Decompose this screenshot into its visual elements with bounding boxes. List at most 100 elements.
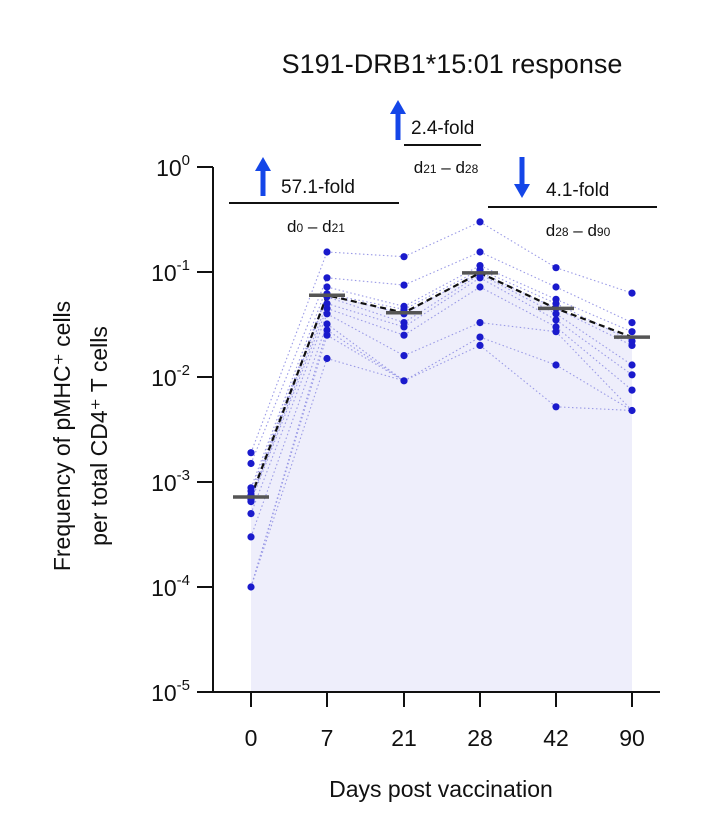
- data-point: [323, 283, 331, 291]
- data-point: [476, 218, 484, 226]
- data-point: [628, 319, 636, 327]
- individual-line: [479, 269, 557, 305]
- x-axis-label: Days post vaccination: [329, 776, 553, 802]
- area-layer: [251, 272, 632, 692]
- individual-line: [326, 296, 405, 324]
- individual-line: [555, 298, 633, 333]
- data-point: [628, 289, 636, 297]
- individual-line: [555, 406, 633, 412]
- arrow-down-icon: [514, 184, 530, 198]
- data-point: [552, 310, 560, 318]
- fold-label: 4.1-fold: [546, 180, 609, 201]
- data-point: [628, 328, 636, 336]
- fold-range-label: d21 – d28: [414, 158, 479, 177]
- chart-title: S191-DRB1*15:01 response: [282, 49, 623, 79]
- data-point: [552, 316, 560, 324]
- data-point: [247, 498, 255, 506]
- data-point: [400, 352, 408, 360]
- data-point: [552, 264, 560, 272]
- individual-line: [326, 303, 405, 328]
- individual-line: [403, 322, 481, 357]
- data-point: [247, 459, 255, 468]
- data-point: [323, 304, 331, 312]
- individual-line: [326, 251, 405, 258]
- data-point: [400, 253, 408, 261]
- fold-range-label: d0 – d21: [287, 217, 345, 236]
- y-tick-label: 10-3: [151, 467, 190, 496]
- individual-line: [479, 265, 557, 300]
- individual-line: [250, 303, 328, 500]
- y-tick-label: 10-4: [151, 572, 190, 601]
- y-axis-label-line2: per total CD4⁺ T cells: [86, 326, 112, 546]
- individual-line: [555, 267, 633, 294]
- individual-line: [555, 326, 633, 391]
- data-point: [476, 319, 484, 327]
- individual-line: [326, 286, 405, 307]
- data-point: [552, 403, 560, 411]
- data-point: [628, 406, 636, 415]
- median-marks: [233, 271, 650, 499]
- individual-line: [326, 357, 405, 382]
- data-point: [247, 533, 255, 541]
- individual-line: [479, 221, 557, 269]
- axes: [197, 167, 660, 693]
- individual-line: [250, 358, 328, 588]
- data-point: [323, 320, 331, 328]
- individual-line: [403, 273, 481, 324]
- data-point: [552, 283, 560, 291]
- individual-line: [250, 323, 328, 538]
- individual-line: [326, 307, 405, 336]
- data-point: [323, 248, 331, 256]
- x-tick-label: 7: [321, 725, 334, 751]
- individual-line: [479, 277, 557, 321]
- data-point: [323, 331, 331, 339]
- fold-label: 2.4-fold: [411, 118, 474, 139]
- individual-line: [403, 286, 481, 336]
- individual-line: [250, 308, 328, 502]
- individual-line: [403, 277, 481, 328]
- individual-line: [403, 221, 481, 258]
- individual-line: [326, 334, 405, 382]
- fold-annotations: 57.1-fold d0 – d21 2.4-fold d21 – d28 4.1-fo…: [229, 100, 657, 240]
- data-point: [247, 509, 255, 518]
- data-point: [400, 281, 408, 289]
- shaded-area: [251, 272, 632, 692]
- individual-line: [326, 313, 405, 357]
- data-point: [628, 341, 636, 349]
- arrow-up-icon: [390, 100, 406, 114]
- individual-line: [555, 364, 633, 411]
- fold-label: 57.1-fold: [281, 177, 355, 198]
- y-tick-label: 10-2: [151, 362, 190, 391]
- x-tick-label: 42: [543, 725, 569, 751]
- individual-line: [479, 336, 557, 366]
- data-point: [247, 449, 255, 457]
- y-axis-label-line1: Frequency of pMHC⁺ cells: [49, 301, 75, 571]
- data-point: [400, 323, 408, 331]
- y-tick-label: 10-1: [151, 257, 190, 286]
- data-point: [628, 371, 636, 379]
- data-point: [552, 328, 560, 336]
- y-axis-label: Frequency of pMHC⁺ cells per total CD4⁺ …: [49, 301, 112, 571]
- data-point: [247, 583, 255, 591]
- individual-line: [403, 251, 481, 286]
- x-tick-label: 21: [391, 725, 417, 751]
- data-point: [476, 333, 484, 341]
- individual-line: [326, 294, 405, 315]
- data-point: [476, 283, 484, 291]
- data-point: [628, 361, 636, 369]
- arrow-up-icon: [255, 157, 271, 171]
- x-ticks: 0 7 21 28 42 90: [245, 692, 645, 751]
- individual-line: [326, 277, 405, 286]
- individual-line: [326, 329, 405, 382]
- x-tick-label: 90: [619, 725, 645, 751]
- data-point: [323, 310, 331, 318]
- data-point: [323, 354, 331, 363]
- data-point: [400, 377, 408, 385]
- data-point: [476, 248, 484, 256]
- x-tick-label: 0: [245, 725, 258, 751]
- y-ticks: 100 10-1 10-2 10-3 10-4 10-5: [151, 152, 213, 706]
- individual-line: [250, 277, 328, 464]
- data-point: [628, 386, 636, 394]
- individual-line: [403, 336, 481, 382]
